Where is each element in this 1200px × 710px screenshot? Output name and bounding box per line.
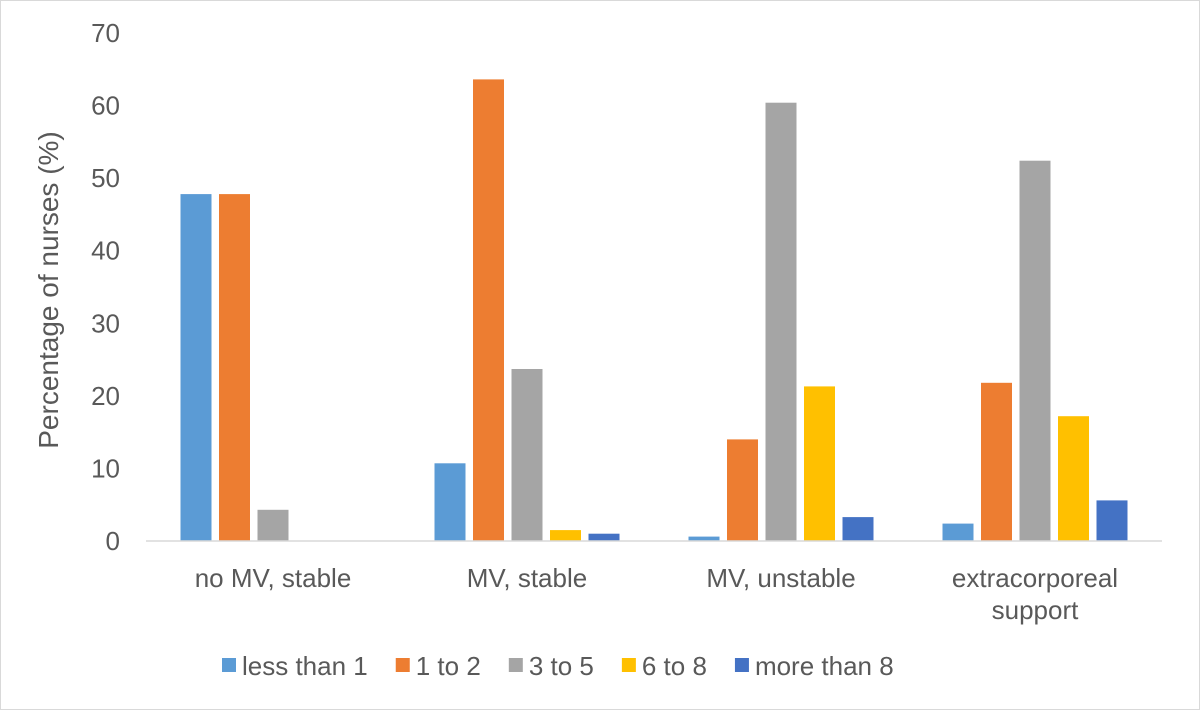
y-axis-title-group: Percentage of nurses (%): [33, 131, 64, 449]
bar-less-than-1-2: [688, 536, 720, 541]
bar-6-to-8-3: [1058, 416, 1089, 541]
legend-label: 3 to 5: [529, 651, 594, 681]
legend-label: 6 to 8: [642, 651, 707, 681]
bar-less-than-1-0: [180, 194, 212, 541]
bar-more-than-8-3: [1096, 500, 1128, 541]
y-tick-label: 0: [106, 526, 120, 556]
bar-3-to-5-2: [765, 102, 797, 541]
legend-swatch: [222, 658, 236, 672]
bar-more-than-8-2: [842, 517, 874, 541]
legend-swatch: [395, 658, 410, 672]
bar-3-to-5-3: [1019, 160, 1051, 541]
y-tick-label: 50: [91, 163, 120, 193]
legend-swatch: [508, 658, 523, 672]
category-label: MV, stable: [467, 563, 587, 593]
category-labels: no MV, stable MV, stable MV, unstable extra…: [195, 563, 1118, 625]
y-tick-label: 60: [91, 91, 120, 121]
legend-label: more than 8: [755, 651, 894, 681]
bar-less-than-1-3: [942, 523, 974, 541]
y-tick-label: 20: [91, 381, 120, 411]
category-label: no MV, stable: [195, 563, 352, 593]
bar-6-to-8-2: [804, 386, 835, 541]
legend-swatch: [734, 658, 749, 672]
bar-3-to-5-1: [511, 369, 543, 541]
bar-1-to-2-1: [473, 79, 504, 542]
legend: less than 1 1 to 2 3 to 5 6 to 8 more than 8: [222, 651, 894, 681]
legend-label: 1 to 2: [416, 651, 481, 681]
bar-6-to-8-1: [550, 530, 581, 541]
y-tick-label: 30: [91, 308, 120, 338]
bars: [180, 79, 1128, 542]
bar-1-to-2-3: [981, 382, 1012, 541]
y-tick-label: 10: [91, 453, 120, 483]
bar-1-to-2-2: [727, 439, 758, 541]
y-tick-label: 70: [91, 18, 120, 48]
bar-1-to-2-0: [219, 194, 250, 541]
bar-3-to-5-0: [257, 509, 289, 541]
legend-label: less than 1: [242, 651, 368, 681]
bar-less-than-1-1: [434, 463, 466, 541]
category-label: MV, unstable: [706, 563, 855, 593]
y-axis-title: Percentage of nurses (%): [33, 131, 64, 449]
y-axis-ticks: 0 10 20 30 40 50 60 70: [91, 18, 120, 556]
category-label: extracorporeal support: [952, 563, 1118, 625]
bar-more-than-8-1: [588, 533, 620, 541]
legend-swatch: [621, 658, 636, 672]
y-tick-label: 40: [91, 236, 120, 266]
